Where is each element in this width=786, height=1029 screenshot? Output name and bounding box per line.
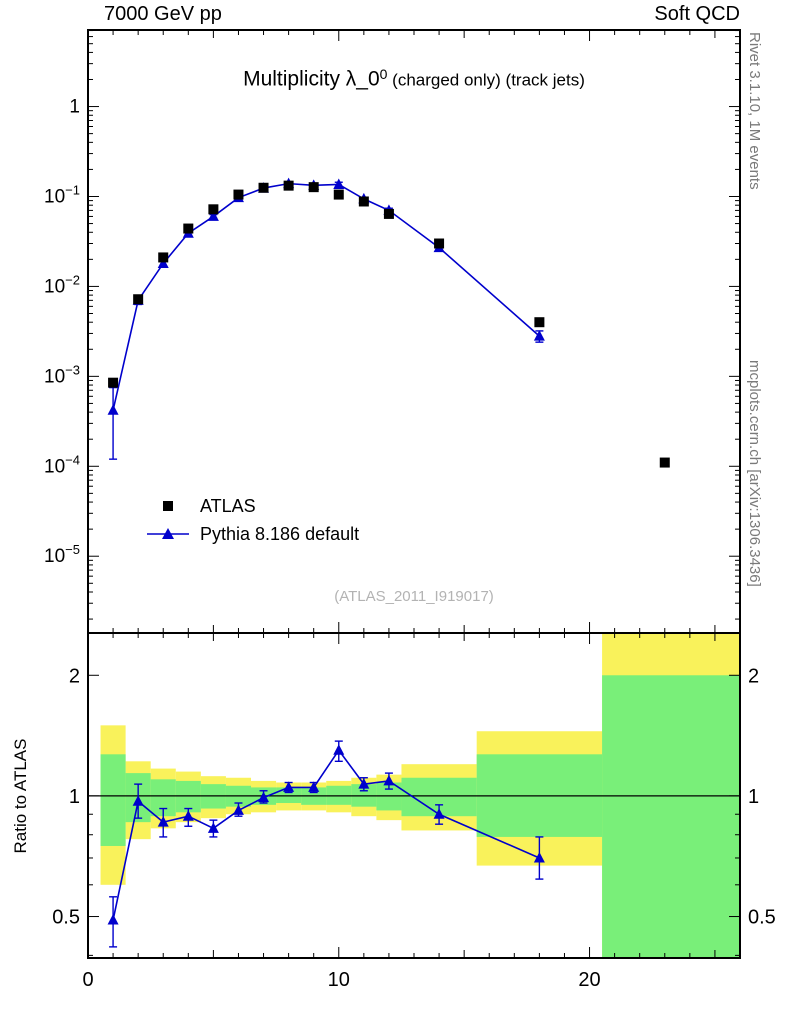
ratio-axis-title: Ratio to ATLAS (11, 738, 30, 854)
svg-text:10−4: 10−4 (44, 452, 80, 477)
svg-text:10: 10 (328, 969, 350, 991)
ratio-uncertainty-bands (88, 633, 740, 958)
process-group-label: Soft QCD (654, 3, 740, 25)
legend: ATLAS Pythia 8.186 default (146, 492, 359, 548)
svg-text:2: 2 (748, 665, 759, 687)
mcplots-arxiv-label: mcplots.cern.ch [arXiv:1306.3436] (746, 360, 763, 587)
svg-text:0.5: 0.5 (748, 907, 776, 929)
axis-ticks (87, 30, 741, 958)
plot-title-qualifier: (charged only) (track jets) (387, 70, 585, 90)
square-marker-icon (163, 501, 173, 511)
analysis-id-watermark: (ATLAS_2011_I919017) (334, 588, 494, 605)
rivet-version-label: Rivet 3.1.10, 1M events (746, 32, 763, 190)
svg-text:2: 2 (69, 665, 80, 687)
svg-text:20: 20 (578, 969, 600, 991)
plot-title: Multiplicity λ_00 (charged only) (track … (88, 66, 740, 91)
main-series (107, 177, 670, 468)
legend-item-atlas: ATLAS (146, 492, 359, 520)
svg-text:10−3: 10−3 (44, 362, 80, 387)
plot-title-superscript: 0 (379, 66, 388, 82)
svg-text:10−5: 10−5 (44, 542, 80, 567)
ratio-series (107, 740, 545, 948)
svg-text:10−1: 10−1 (44, 182, 80, 207)
beam-energy-label: 7000 GeV pp (104, 3, 222, 25)
svg-text:1: 1 (748, 786, 759, 808)
legend-label-atlas: ATLAS (200, 495, 256, 516)
svg-text:1: 1 (69, 97, 80, 118)
svg-text:0: 0 (82, 969, 93, 991)
svg-text:1: 1 (69, 786, 80, 808)
svg-text:0.5: 0.5 (52, 907, 80, 929)
plot-title-observable: Multiplicity λ_0 (243, 67, 380, 91)
triangle-line-marker-icon (147, 528, 189, 539)
svg-text:10−2: 10−2 (44, 272, 80, 297)
legend-label-pythia: Pythia 8.186 default (200, 523, 360, 544)
legend-item-pythia: Pythia 8.186 default (146, 520, 359, 548)
